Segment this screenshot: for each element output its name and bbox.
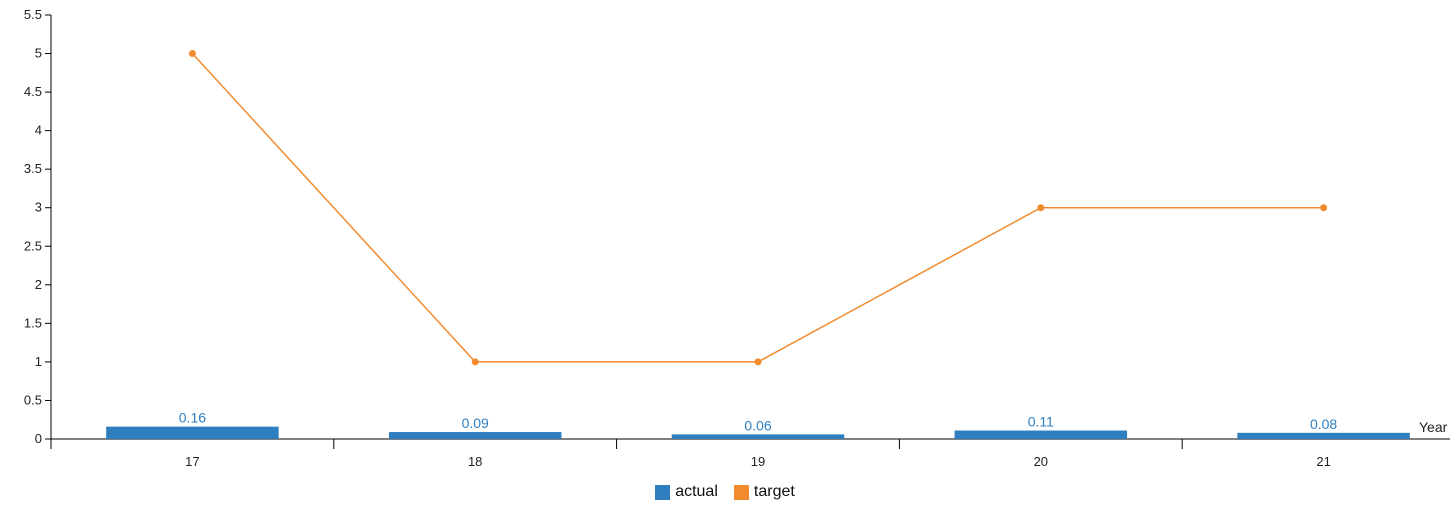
line-series-target — [188, 50, 1328, 366]
y-axis: 0 0.5 1 1.5 2 2.5 3 3.5 4 4.5 5 5.5 — [24, 7, 52, 449]
y-tick-label: 4 — [35, 123, 42, 138]
target-point[interactable] — [471, 358, 479, 366]
bar-data-label: 0.09 — [462, 415, 489, 431]
y-tick-label: 2 — [35, 277, 42, 292]
y-tick-label: 0.5 — [24, 392, 42, 407]
legend-swatch-actual — [655, 484, 671, 500]
legend-label-target: target — [753, 483, 795, 500]
x-axis-label: Year — [1419, 419, 1448, 435]
bar-data-label: 0.06 — [744, 417, 771, 433]
bar[interactable] — [388, 432, 562, 439]
bar[interactable] — [954, 430, 1128, 439]
y-tick-label: 3 — [35, 200, 42, 215]
y-tick-label: 5.5 — [24, 7, 42, 22]
x-tick-label: 21 — [1316, 454, 1330, 469]
bar-series-actual: 0.16 0.09 0.06 0.11 0.08 — [106, 410, 1410, 439]
target-point[interactable] — [754, 358, 762, 366]
legend: actual target — [0, 483, 1450, 501]
bar-data-label: 0.16 — [179, 410, 206, 426]
legend-label-actual: actual — [675, 483, 718, 500]
legend-item-actual[interactable]: actual — [655, 483, 718, 501]
x-tick-label: 19 — [751, 454, 765, 469]
y-tick-label: 5 — [35, 46, 42, 61]
x-tick-label: 17 — [185, 454, 199, 469]
bar-data-label: 0.08 — [1310, 416, 1337, 432]
x-axis: 17 18 19 20 21 — [50, 438, 1450, 469]
bar[interactable] — [671, 434, 845, 439]
y-tick-label: 3.5 — [24, 161, 42, 176]
legend-swatch-target — [733, 484, 749, 500]
bar[interactable] — [106, 426, 279, 439]
x-tick-label: 20 — [1034, 454, 1048, 469]
legend-item-target[interactable]: target — [733, 483, 795, 501]
y-tick-label: 2.5 — [24, 238, 42, 253]
target-point[interactable] — [1320, 204, 1328, 212]
target-point[interactable] — [1037, 204, 1045, 212]
y-tick-label: 1.5 — [24, 315, 42, 330]
bar[interactable] — [1237, 432, 1410, 439]
y-tick-label: 1 — [35, 354, 42, 369]
x-tick-label: 18 — [468, 454, 482, 469]
y-tick-label: 4.5 — [24, 84, 42, 99]
bar-data-label: 0.11 — [1028, 414, 1054, 430]
target-line — [191, 53, 1324, 363]
y-tick-label: 0 — [35, 431, 42, 446]
target-point[interactable] — [188, 50, 196, 58]
